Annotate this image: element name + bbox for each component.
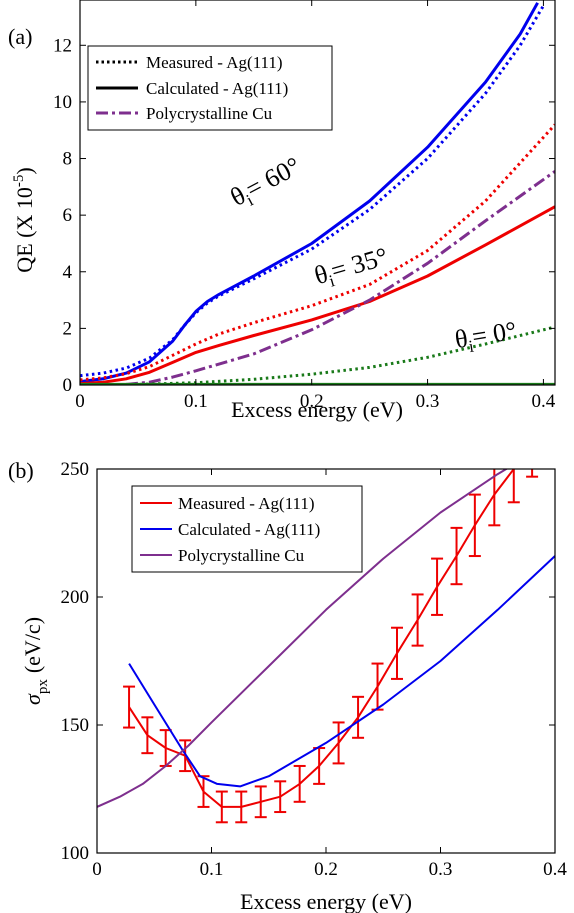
legend-b-calculated: Calculated - Ag(111) bbox=[178, 520, 320, 539]
panel-b-legend: Measured - Ag(111) Calculated - Ag(111) … bbox=[131, 485, 363, 573]
ytick-label: 6 bbox=[63, 205, 73, 226]
legend-b-measured: Measured - Ag(111) bbox=[178, 494, 315, 513]
ytick-label: 12 bbox=[53, 35, 72, 56]
panel-a-xlabel: Excess energy (eV) bbox=[231, 397, 403, 422]
ytick-label: 100 bbox=[61, 843, 90, 864]
xtick-label: 0.2 bbox=[300, 391, 324, 412]
errorbar bbox=[123, 685, 136, 729]
panel-b-ylabel: σpx(eV/c) bbox=[20, 617, 51, 705]
legend-a-polycrystalline: Polycrystalline Cu bbox=[146, 104, 273, 123]
series-line-0-3 bbox=[80, 205, 555, 385]
errorbar bbox=[159, 729, 172, 767]
legend-a-calculated: Calculated - Ag(111) bbox=[146, 79, 288, 98]
errorbar bbox=[507, 469, 520, 504]
errorbar bbox=[235, 790, 248, 824]
legend-a-measured: Measured - Ag(111) bbox=[146, 53, 283, 72]
errorbar bbox=[352, 695, 365, 739]
errorbar bbox=[390, 626, 403, 680]
ytick-label: 150 bbox=[61, 715, 90, 736]
ytick-label: 250 bbox=[61, 459, 90, 480]
errorbar bbox=[411, 593, 424, 647]
panel-a: (a) 0 0.1 0.2 0.3 0.4 0 2 4 6 8 10 12 θi= 60°θi= 35… bbox=[8, 0, 556, 422]
xtick-label: 0.1 bbox=[200, 859, 224, 880]
xtick-label: 0.3 bbox=[416, 391, 440, 412]
errorbar bbox=[431, 557, 444, 616]
panel-a-annotations: θi= 60°θi= 35° θi= 0° bbox=[226, 151, 519, 358]
errorbar bbox=[293, 764, 306, 803]
panel-a-label: (a) bbox=[8, 24, 32, 49]
panel-b: (b) 0 0.1 0.2 0.3 0.4 100 150 200 250 Excess ene… bbox=[8, 458, 568, 913]
series-line-0-1 bbox=[80, 2, 539, 384]
errorbar bbox=[254, 785, 267, 819]
errorbar bbox=[215, 790, 228, 824]
ytick-label: 200 bbox=[61, 587, 90, 608]
errorbar bbox=[526, 469, 539, 478]
errorbar bbox=[468, 493, 481, 558]
xtick-label: 0.1 bbox=[184, 391, 208, 412]
panel-a-legend: Measured - Ag(111) Calculated - Ag(111) … bbox=[87, 45, 333, 131]
series-line-0-4 bbox=[80, 170, 555, 385]
errorbar bbox=[332, 721, 345, 765]
xtick-label: 0 bbox=[92, 859, 102, 880]
panel-b-series bbox=[97, 469, 555, 824]
theta-annotation-0: θi= 60° bbox=[226, 151, 308, 215]
panel-b-label: (b) bbox=[8, 458, 34, 483]
panel-b-xlabel: Excess energy (eV) bbox=[240, 889, 412, 913]
theta-annotation-2: θi= 0° bbox=[453, 316, 519, 358]
xtick-label: 0.4 bbox=[543, 859, 567, 880]
ytick-label: 4 bbox=[63, 262, 73, 283]
series-line-1-1 bbox=[128, 555, 555, 788]
ytick-label: 2 bbox=[63, 318, 73, 339]
panel-a-legend-box bbox=[87, 45, 333, 131]
series-line-0-2 bbox=[80, 123, 555, 382]
ytick-label: 10 bbox=[53, 92, 72, 113]
ytick-label: 8 bbox=[63, 149, 73, 170]
errorbar bbox=[371, 662, 384, 711]
xtick-label: 0 bbox=[75, 391, 85, 412]
panel-a-ylabel: QE (X 10-5) bbox=[11, 167, 37, 272]
errorbar bbox=[274, 780, 287, 814]
errorbar bbox=[313, 747, 326, 785]
xtick-label: 0.4 bbox=[532, 391, 556, 412]
ytick-label: 0 bbox=[63, 375, 73, 396]
errorbar bbox=[197, 775, 210, 808]
legend-b-polycrystalline: Polycrystalline Cu bbox=[178, 546, 305, 565]
errorbar bbox=[141, 716, 154, 755]
theta-annotation-1: θi= 35° bbox=[311, 242, 392, 294]
series-line-1-2 bbox=[97, 469, 509, 808]
xtick-label: 0.2 bbox=[314, 859, 338, 880]
panel-a-axes-box bbox=[79, 0, 556, 386]
xtick-label: 0.3 bbox=[429, 859, 453, 880]
errorbar bbox=[488, 469, 501, 527]
panel-a-ticks: 0 0.1 0.2 0.3 0.4 0 2 4 6 8 10 12 bbox=[53, 0, 556, 412]
errorbar bbox=[450, 526, 463, 586]
panel-b-ticks: 0 0.1 0.2 0.3 0.4 100 150 200 250 bbox=[61, 459, 568, 880]
